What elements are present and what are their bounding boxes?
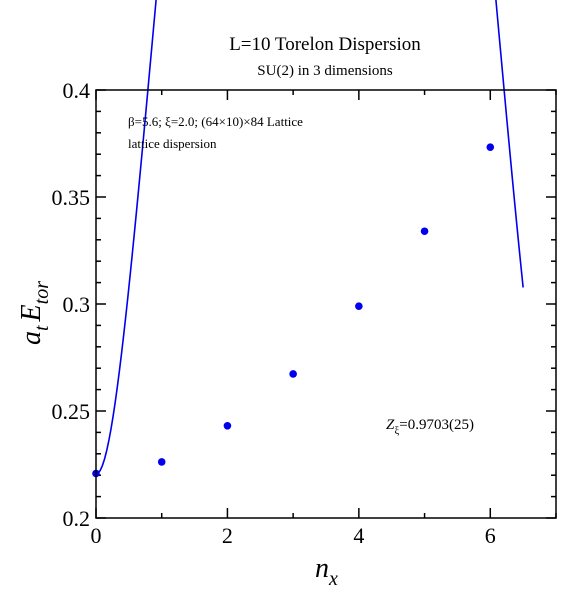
y-label-E: E [16,304,47,322]
z-value: =0.9703(25) [399,417,474,433]
y-axis-label: atEtor [16,281,53,345]
data-point [157,458,166,466]
y-tick-label: 0.2 [63,506,91,531]
chart-subtitle: SU(2) in 3 dimensions [257,63,393,79]
annotation-z-factor: Zξ=0.9703(25) [386,417,474,437]
annotation-parameters: β=5.6; ξ=2.0; (64×10)×84 Lattice [128,114,303,129]
z-subscript: ξ [394,425,399,437]
y-tick-label: 0.35 [52,185,91,210]
plot-frame [95,89,557,519]
data-point [420,227,429,236]
y-label-a-sub: t [31,325,53,331]
data-point [355,302,363,310]
x-tick-label: 4 [353,523,364,548]
x-label-base: n [315,553,329,584]
x-label-sub: x [328,568,338,590]
x-tick-label: 0 [91,523,102,548]
y-label-a: a [16,331,47,345]
y-tick-label: 0.3 [63,292,91,317]
data-point [289,370,297,378]
chart-title: L=10 Torelon Dispersion [229,34,421,55]
y-label-E-sub: tor [31,281,53,305]
z-symbol: Z [386,417,395,433]
x-tick-label: 6 [485,523,496,548]
x-tick-label: 2 [222,523,233,548]
data-point [223,421,232,430]
axis-ticks: 0 2 4 6 0.2 0.25 0.3 0.35 0.4 [52,78,557,548]
annotation-method: lattice dispersion [128,136,217,151]
y-tick-label: 0.4 [63,78,91,103]
data-point [486,143,495,151]
x-axis-label: nx [315,553,338,590]
y-tick-label: 0.25 [52,399,91,424]
